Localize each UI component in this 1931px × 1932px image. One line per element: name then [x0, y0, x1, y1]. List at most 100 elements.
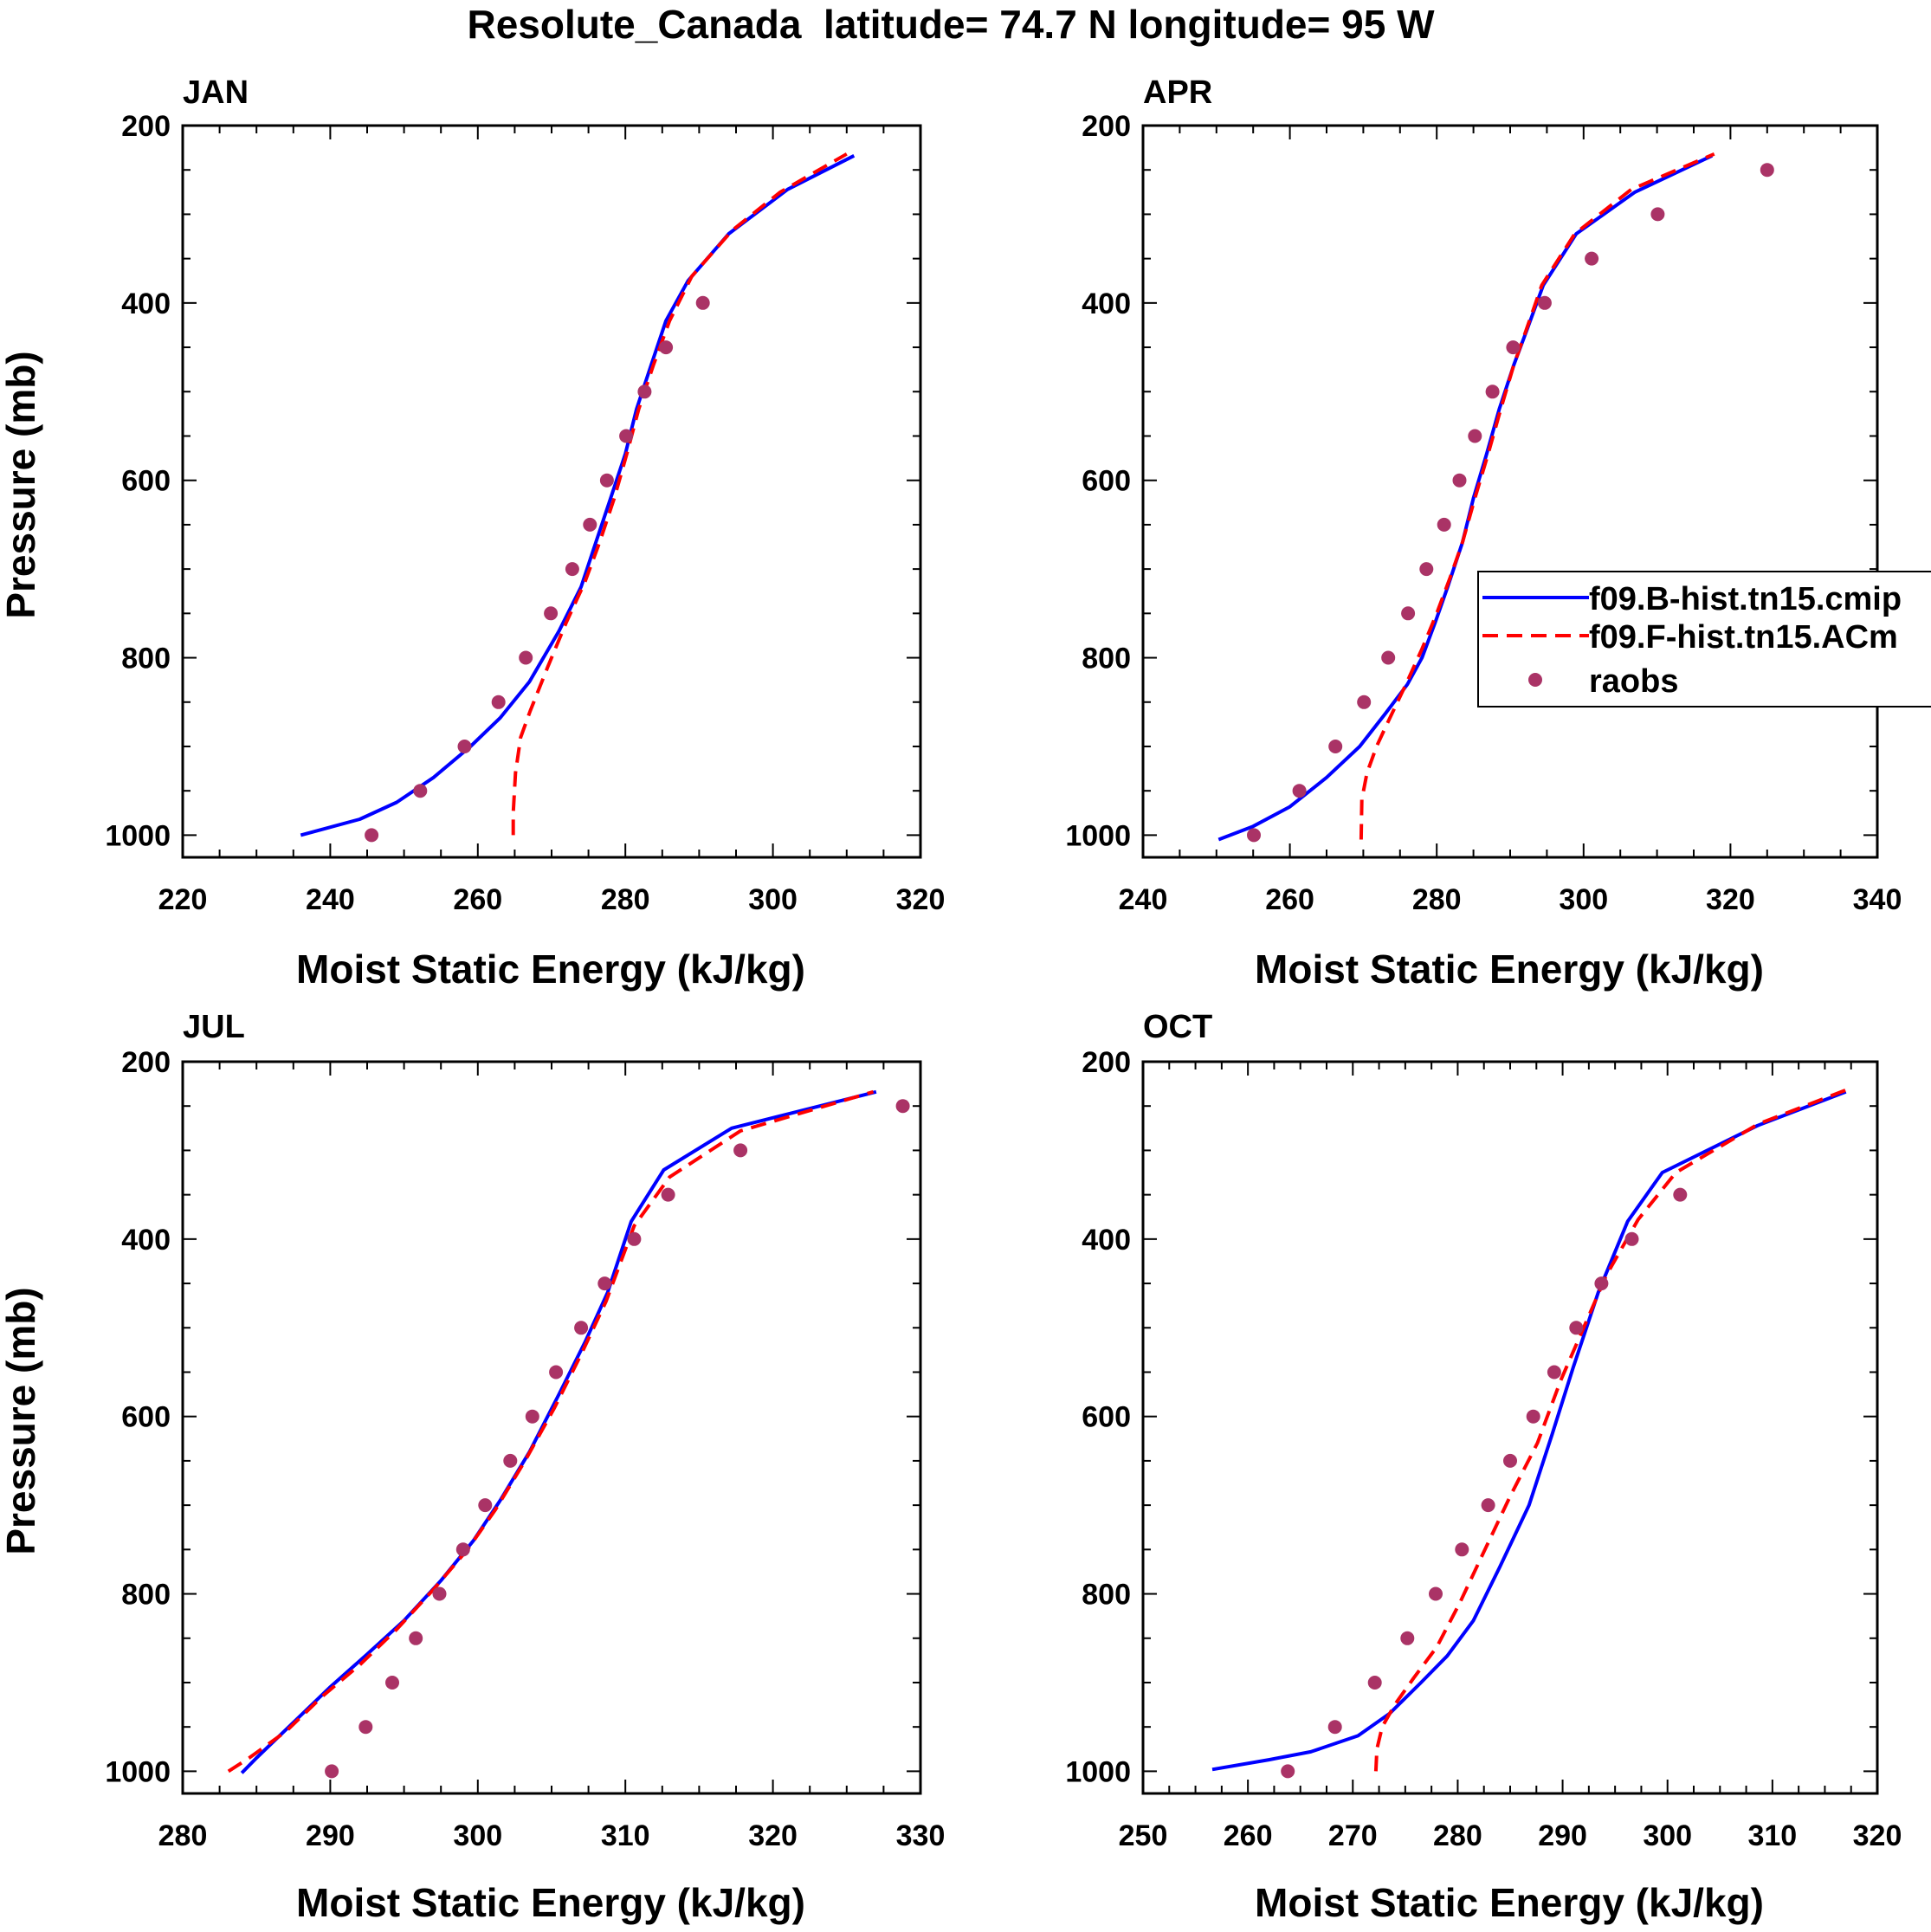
- y-tick-label: 800: [1082, 1579, 1131, 1612]
- raobs-point: [544, 606, 559, 621]
- y-tick-label: 200: [1082, 1046, 1131, 1079]
- raobs-point: [1481, 1498, 1495, 1513]
- x-tick-label: 300: [1559, 883, 1608, 916]
- legend-swatch-raobs: [1528, 673, 1542, 687]
- y-tick-label: 1000: [105, 819, 171, 852]
- raobs-point: [1429, 1586, 1443, 1601]
- x-tick-label: 250: [1119, 1819, 1168, 1852]
- x-tick-label: 290: [1538, 1819, 1587, 1852]
- series-line-model-b: [300, 154, 856, 837]
- y-tick-label: 1000: [105, 1755, 171, 1788]
- x-tick-label: 320: [896, 883, 946, 916]
- x-tick-label: 260: [453, 883, 502, 916]
- x-tick-label: 280: [1433, 1819, 1482, 1852]
- series-line-model-f: [1359, 152, 1715, 840]
- x-tick-label: 310: [1747, 1819, 1797, 1852]
- raobs-point: [1503, 1453, 1517, 1468]
- raobs-point: [1547, 1365, 1561, 1380]
- panel-jan: JAN Moist Static Energy (kJ/kg) Pressure…: [0, 74, 945, 992]
- panel-label: OCT: [1143, 1009, 1212, 1045]
- x-tick-label: 300: [748, 883, 798, 916]
- raobs-point: [413, 784, 428, 798]
- raobs-point: [525, 1409, 539, 1424]
- legend-label-model-f: f09.F-hist.tn15.ACm: [1589, 619, 1898, 656]
- raobs-point: [565, 562, 579, 577]
- raobs-point: [574, 1321, 589, 1335]
- raobs-point: [597, 1276, 612, 1291]
- raobs-point: [455, 1542, 470, 1557]
- x-tick-label: 320: [748, 1819, 798, 1852]
- y-tick-label: 400: [1082, 1224, 1131, 1257]
- x-tick-label: 290: [306, 1819, 355, 1852]
- y-tick-label: 800: [121, 1579, 171, 1612]
- figure-title: Resolute_Canada latitude= 74.7 N longitu…: [467, 2, 1435, 47]
- raobs-point: [895, 1099, 910, 1114]
- raobs-point: [1292, 784, 1307, 798]
- plot-frame: [181, 124, 922, 859]
- x-tick-label: 240: [306, 883, 355, 916]
- raobs-point: [1585, 251, 1599, 266]
- raobs-point: [659, 340, 674, 355]
- x-tick-label: 280: [1412, 883, 1462, 916]
- raobs-point: [627, 1231, 642, 1246]
- legend: f09.B-hist.tn15.cmip f09.F-hist.tn15.ACm…: [1477, 571, 1931, 708]
- panel-label: JUL: [183, 1009, 245, 1045]
- raobs-point: [733, 1143, 748, 1158]
- y-axis-label: Pressure (mb): [0, 1287, 43, 1554]
- series-line-model-b: [1217, 153, 1714, 842]
- raobs-point: [1537, 295, 1552, 310]
- raobs-point: [1485, 384, 1500, 399]
- raobs-point: [432, 1586, 447, 1601]
- y-tick-label: 800: [1082, 643, 1131, 675]
- x-tick-label: 270: [1328, 1819, 1378, 1852]
- axes: 280 290 300 310 320 330 200 400 600 800 1000: [105, 1046, 945, 1852]
- raobs-point: [1569, 1321, 1584, 1335]
- x-tick-label: 300: [1643, 1819, 1692, 1852]
- raobs-point: [1760, 163, 1774, 178]
- raobs-point: [1673, 1187, 1688, 1202]
- y-tick-label: 600: [1082, 1401, 1131, 1434]
- legend-label-model-b: f09.B-hist.tn15.cmip: [1589, 581, 1902, 617]
- raobs-point: [637, 384, 652, 399]
- raobs-point: [385, 1676, 399, 1690]
- plot-frame: [181, 1060, 922, 1795]
- x-tick-label: 280: [158, 1819, 208, 1852]
- x-tick-label: 320: [1853, 1819, 1902, 1852]
- x-tick-label: 260: [1265, 883, 1314, 916]
- x-axis-label: Moist Static Energy (kJ/kg): [296, 1880, 805, 1925]
- y-tick-label: 800: [121, 643, 171, 675]
- x-tick-label: 330: [896, 1819, 946, 1852]
- raobs-point: [1328, 740, 1343, 753]
- x-tick-label: 310: [601, 1819, 650, 1852]
- raobs-point: [549, 1365, 564, 1380]
- raobs-point: [365, 828, 379, 843]
- raobs-point: [661, 1187, 675, 1202]
- y-tick-label: 200: [1082, 110, 1131, 143]
- raobs-point: [478, 1498, 493, 1513]
- legend-box: [1477, 571, 1931, 708]
- y-tick-label: 400: [121, 288, 171, 320]
- raobs-point: [358, 1720, 373, 1735]
- y-axis-label: Pressure (mb): [0, 351, 43, 618]
- raobs-point: [619, 429, 634, 443]
- raobs-point: [1624, 1231, 1639, 1246]
- raobs-point: [1437, 517, 1451, 532]
- panel-jul: JUL Moist Static Energy (kJ/kg) Pressure…: [0, 1009, 945, 1925]
- y-tick-label: 600: [121, 1401, 171, 1434]
- raobs-point: [1357, 695, 1372, 709]
- y-tick-label: 1000: [1065, 1755, 1131, 1788]
- panel-label: APR: [1143, 74, 1212, 111]
- x-tick-label: 300: [453, 1819, 502, 1852]
- raobs-point: [695, 295, 710, 310]
- raobs-point: [491, 695, 506, 709]
- panel-apr: APR Moist Static Energy (kJ/kg) 240 260 28…: [1065, 74, 1902, 992]
- plot-frame: [1141, 1060, 1879, 1795]
- raobs-point: [519, 650, 533, 665]
- raobs-point: [1401, 606, 1416, 621]
- series-line-model-f: [1373, 1088, 1847, 1772]
- x-tick-label: 260: [1224, 1819, 1273, 1852]
- x-axis-label: Moist Static Energy (kJ/kg): [296, 947, 805, 992]
- raobs-point: [325, 1764, 339, 1779]
- raobs-point: [1468, 429, 1482, 443]
